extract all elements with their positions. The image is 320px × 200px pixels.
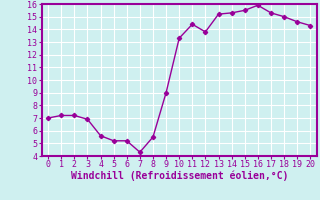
X-axis label: Windchill (Refroidissement éolien,°C): Windchill (Refroidissement éolien,°C) [70, 171, 288, 181]
